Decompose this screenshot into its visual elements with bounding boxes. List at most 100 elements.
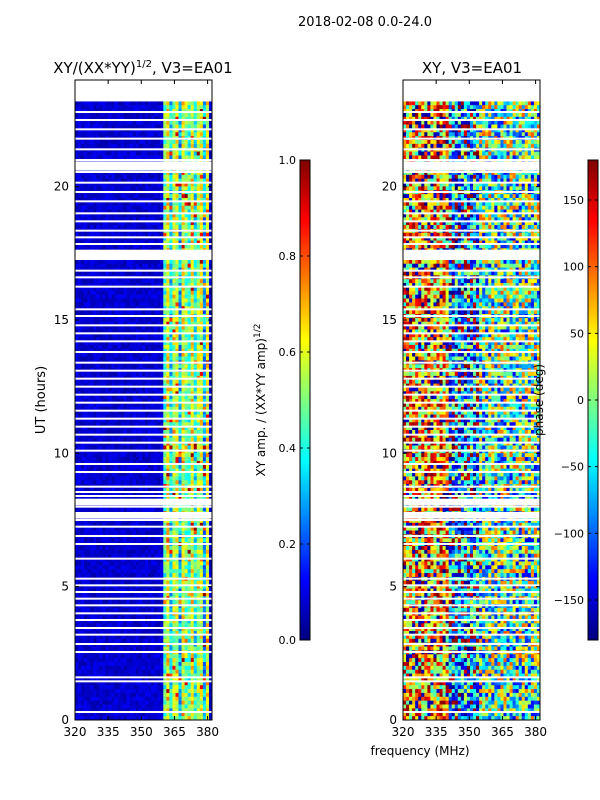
heatmap-cell bbox=[126, 422, 131, 427]
heatmap-cell bbox=[175, 174, 179, 180]
heatmap-cell bbox=[84, 503, 88, 508]
heatmap-cell bbox=[160, 101, 164, 106]
heatmap-cell bbox=[99, 205, 103, 210]
heatmap-cell bbox=[108, 445, 112, 450]
heatmap-cell bbox=[135, 302, 140, 307]
heatmap-cell bbox=[141, 186, 146, 191]
heatmap-cell bbox=[132, 151, 137, 156]
heatmap-cell bbox=[181, 194, 185, 199]
heatmap-cell bbox=[157, 140, 161, 145]
heatmap-cell bbox=[175, 186, 179, 191]
heatmap-cell bbox=[151, 344, 155, 350]
heatmap-cell bbox=[205, 356, 210, 361]
heatmap-cell bbox=[148, 333, 152, 338]
heatmap-cell bbox=[187, 503, 192, 508]
heatmap-cell bbox=[117, 348, 122, 354]
heatmap-cell bbox=[199, 286, 204, 292]
heatmap-cell bbox=[172, 356, 176, 361]
heatmap-cell bbox=[166, 356, 170, 361]
heatmap-cell bbox=[202, 290, 207, 296]
heatmap-cell bbox=[132, 132, 137, 137]
heatmap-cell bbox=[202, 422, 207, 427]
heatmap-cell bbox=[175, 430, 179, 435]
heatmap-cell bbox=[181, 201, 185, 207]
heatmap-cell bbox=[138, 372, 143, 377]
heatmap-cell bbox=[93, 128, 97, 133]
heatmap-cell bbox=[123, 453, 128, 458]
heatmap-cell bbox=[132, 364, 137, 369]
heatmap-cell bbox=[138, 418, 143, 423]
heatmap-cell bbox=[184, 310, 189, 315]
heatmap-cell bbox=[163, 116, 167, 122]
heatmap-cell bbox=[178, 522, 182, 528]
heatmap-cell bbox=[193, 341, 198, 346]
heatmap-cell bbox=[81, 344, 85, 350]
heatmap-cell bbox=[93, 395, 97, 400]
heatmap-cell bbox=[208, 128, 212, 133]
heatmap-cell bbox=[190, 476, 195, 481]
heatmap-cell bbox=[193, 422, 198, 427]
heatmap-cell bbox=[120, 410, 125, 415]
heatmap-cell bbox=[148, 522, 152, 528]
heatmap-cell bbox=[108, 453, 112, 458]
heatmap-cell bbox=[75, 430, 79, 435]
heatmap-cell bbox=[202, 112, 207, 118]
heatmap-cell bbox=[138, 128, 143, 133]
heatmap-cell bbox=[178, 480, 182, 485]
heatmap-cell bbox=[117, 402, 122, 408]
heatmap-cell bbox=[178, 507, 182, 512]
heatmap-cell bbox=[93, 182, 97, 187]
heatmap-cell bbox=[184, 518, 189, 524]
heatmap-cell bbox=[81, 430, 85, 435]
heatmap-cell bbox=[126, 213, 131, 218]
heatmap-cell bbox=[102, 437, 106, 442]
heatmap-cell bbox=[163, 329, 167, 334]
heatmap-cell bbox=[111, 437, 115, 442]
heatmap-cell bbox=[202, 244, 207, 249]
heatmap-cell bbox=[190, 325, 195, 330]
heatmap-cell bbox=[187, 101, 192, 106]
heatmap-cell bbox=[160, 464, 164, 470]
heatmap-cell bbox=[208, 480, 212, 485]
heatmap-cell bbox=[172, 271, 176, 276]
heatmap-cell bbox=[90, 232, 94, 238]
heatmap-cell bbox=[114, 286, 119, 292]
heatmap-cell bbox=[117, 271, 122, 276]
heatmap-cell bbox=[90, 441, 94, 446]
heatmap-cell bbox=[208, 286, 212, 292]
heatmap-cell bbox=[84, 329, 88, 334]
heatmap-cell bbox=[145, 101, 149, 106]
heatmap-cell bbox=[196, 178, 201, 183]
heatmap-cell bbox=[154, 286, 158, 292]
heatmap-cell bbox=[178, 526, 182, 531]
heatmap-cell bbox=[111, 302, 115, 307]
heatmap-cell bbox=[166, 225, 170, 230]
heatmap-cell bbox=[117, 445, 122, 450]
heatmap-cell bbox=[99, 495, 103, 500]
heatmap-cell bbox=[172, 120, 176, 125]
heatmap-cell bbox=[160, 244, 164, 249]
heatmap-cell bbox=[178, 225, 182, 230]
heatmap-cell bbox=[172, 116, 176, 122]
heatmap-cell bbox=[123, 213, 128, 218]
heatmap-cell bbox=[93, 186, 97, 191]
heatmap-cell bbox=[105, 294, 109, 299]
heatmap-cell bbox=[87, 491, 91, 497]
heatmap-cell bbox=[151, 143, 155, 149]
heatmap-cell bbox=[145, 205, 149, 210]
heatmap-cell bbox=[184, 352, 189, 357]
heatmap-cell bbox=[205, 298, 210, 303]
heatmap-cell bbox=[78, 453, 82, 458]
heatmap-cell bbox=[120, 271, 125, 276]
heatmap-cell bbox=[87, 495, 91, 500]
heatmap-cell bbox=[111, 488, 115, 493]
heatmap-cell bbox=[102, 182, 106, 187]
heatmap-cell bbox=[181, 402, 185, 408]
heatmap-cell bbox=[111, 341, 115, 346]
amplitude-panel: XY/(XX*YY)1/2, V3=EA01 320 335 350 365 38005… bbox=[34, 59, 233, 739]
heatmap-cell bbox=[117, 495, 122, 500]
heatmap-cell bbox=[157, 526, 161, 531]
heatmap-cell bbox=[157, 286, 161, 292]
heatmap-cell bbox=[157, 344, 161, 350]
heatmap-cell bbox=[187, 174, 192, 180]
